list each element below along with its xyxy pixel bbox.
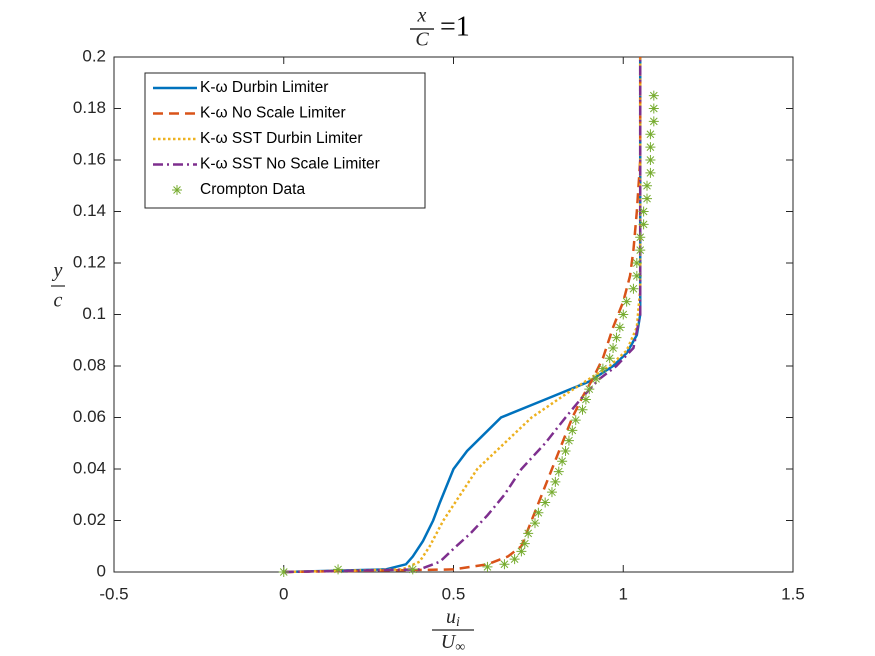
xlabel-num-sub: i xyxy=(456,615,460,630)
data-point xyxy=(580,394,591,405)
data-point xyxy=(628,283,639,294)
data-point xyxy=(550,476,561,487)
data-point xyxy=(614,322,625,333)
y-tick-label: 0.1 xyxy=(82,304,106,323)
y-tick-label: 0.16 xyxy=(73,149,106,168)
data-point xyxy=(591,373,602,384)
series-line xyxy=(283,57,642,574)
legend-label: K-ω SST No Scale Limiter xyxy=(200,156,380,173)
data-point xyxy=(645,167,656,178)
x-tick-label: 0 xyxy=(279,584,288,603)
xlabel-num-main: u xyxy=(446,606,456,628)
data-point xyxy=(540,497,551,508)
data-point xyxy=(557,456,568,467)
title-numerator: x xyxy=(417,5,427,27)
data-point xyxy=(407,564,418,575)
x-axis-label: ui U∞ xyxy=(432,606,474,656)
legend-label: Crompton Data xyxy=(200,181,305,198)
x-tick-label: 1 xyxy=(619,584,628,603)
x-tick-label: -0.5 xyxy=(99,584,128,603)
data-point xyxy=(604,353,615,364)
data-point xyxy=(642,180,653,191)
data-point xyxy=(648,90,659,101)
legend-label: K-ω SST Durbin Limiter xyxy=(200,130,363,147)
y-tick-label: 0.08 xyxy=(73,355,106,374)
data-point xyxy=(509,554,520,565)
legend-label: K-ω No Scale Limiter xyxy=(200,105,346,122)
xlabel-den-main: U xyxy=(441,631,457,653)
data-point xyxy=(631,258,642,268)
data-point xyxy=(533,507,544,518)
data-point xyxy=(618,309,629,320)
ylabel-numerator: y xyxy=(52,260,63,282)
data-point xyxy=(621,296,632,307)
series-line xyxy=(283,57,642,574)
data-point xyxy=(278,567,289,577)
data-point xyxy=(577,404,588,415)
data-point xyxy=(563,435,574,446)
legend-box xyxy=(144,72,426,209)
data-point xyxy=(631,270,642,281)
y-tick-label: 0.18 xyxy=(73,98,106,117)
legend: K-ω Durbin Limiter K-ω No Scale Limiter K-… xyxy=(144,72,426,209)
xlabel-den-sub: ∞ xyxy=(455,640,465,655)
data-point xyxy=(648,103,659,114)
data-point xyxy=(638,206,649,217)
legend-label: K-ω Durbin Limiter xyxy=(200,79,328,96)
y-tick-label: 0.02 xyxy=(73,510,106,529)
data-point xyxy=(560,445,571,456)
y-axis-label: y c xyxy=(51,260,65,312)
data-point xyxy=(638,219,649,230)
data-point xyxy=(611,332,622,343)
data-point xyxy=(635,245,646,256)
title-denominator: C xyxy=(415,29,429,51)
data-point xyxy=(546,487,557,498)
data-point xyxy=(645,155,656,165)
y-tick-label: 0 xyxy=(97,561,106,580)
title: x C =1 xyxy=(410,5,470,51)
data-point xyxy=(570,415,581,426)
data-point xyxy=(553,466,564,477)
legend-marker xyxy=(172,185,182,195)
xlabel-denominator: U∞ xyxy=(441,631,465,656)
data-point xyxy=(516,546,527,557)
data-point xyxy=(523,528,534,539)
data-point xyxy=(645,142,656,153)
y-tick-label: 0.12 xyxy=(73,252,106,271)
data-point xyxy=(519,538,530,549)
data-point xyxy=(482,561,493,572)
x-tick-label: 1.5 xyxy=(781,584,805,603)
y-tick-label: 0.06 xyxy=(73,407,106,426)
y-tick-label: 0.04 xyxy=(73,458,106,477)
title-suffix: =1 xyxy=(440,11,470,42)
y-tick-label: 0.14 xyxy=(73,201,106,220)
ylabel-denominator: c xyxy=(54,290,63,312)
xlabel-numerator: ui xyxy=(446,606,460,631)
data-point xyxy=(584,384,595,395)
data-point xyxy=(333,564,344,575)
data-point xyxy=(567,425,578,436)
data-point xyxy=(597,363,608,374)
x-tick-label: 0.5 xyxy=(442,584,466,603)
data-point xyxy=(642,193,653,204)
data-point xyxy=(648,116,659,127)
data-point xyxy=(529,518,540,529)
data-point xyxy=(499,559,510,570)
data-point xyxy=(645,129,656,140)
data-point xyxy=(608,342,619,353)
data-point xyxy=(635,232,646,243)
series-line xyxy=(283,57,642,574)
y-tick-label: 0.2 xyxy=(82,46,106,65)
